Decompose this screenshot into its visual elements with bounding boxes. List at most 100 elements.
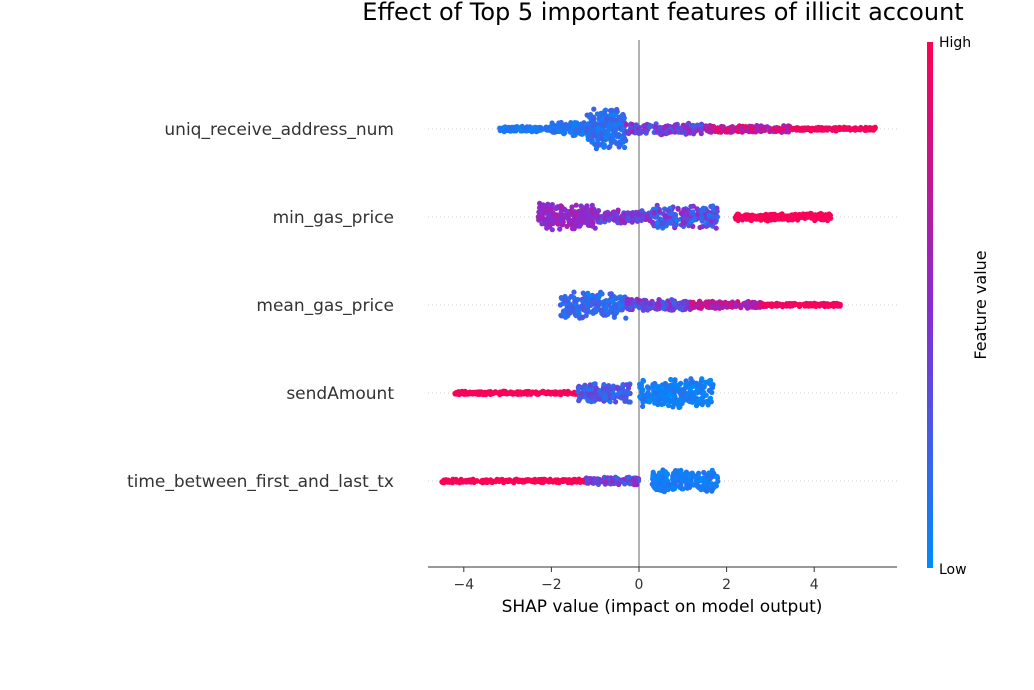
shap-point xyxy=(580,314,586,320)
shap-point xyxy=(670,404,676,410)
feature-label: mean_gas_price xyxy=(256,296,394,316)
shap-point xyxy=(678,483,684,490)
shap-point xyxy=(691,131,697,137)
colorbar xyxy=(927,42,933,568)
shap-point xyxy=(648,301,654,307)
shap-point xyxy=(822,126,828,132)
shap-point xyxy=(638,383,645,389)
shap-point xyxy=(673,475,679,481)
shap-point xyxy=(556,122,563,128)
shap-point xyxy=(450,480,456,486)
feature-label: time_between_first_and_last_tx xyxy=(127,472,394,492)
shap-point xyxy=(597,396,603,402)
shap-point xyxy=(531,126,538,132)
shap-point xyxy=(588,301,594,307)
x-axis-label: SHAP value (impact on model output) xyxy=(502,597,823,617)
shap-point xyxy=(710,213,716,219)
shap-point xyxy=(575,127,582,133)
shap-point xyxy=(608,138,615,145)
shap-point xyxy=(714,214,720,220)
shap-point xyxy=(593,389,599,395)
shap-point xyxy=(640,307,646,313)
shap-point xyxy=(786,302,792,308)
shap-point xyxy=(651,209,657,216)
shap-point xyxy=(594,142,600,148)
shap-point xyxy=(687,127,693,133)
shap-point xyxy=(549,120,555,126)
shap-point xyxy=(710,299,717,305)
shap-point xyxy=(590,297,596,303)
shap-point xyxy=(818,301,824,307)
shap-point xyxy=(654,129,660,135)
shap-point xyxy=(474,478,480,484)
shap-point xyxy=(559,222,565,228)
shap-point xyxy=(708,303,715,309)
colorbar-low-label: Low xyxy=(939,562,967,578)
feature-swarm xyxy=(497,106,878,152)
shap-point xyxy=(672,389,678,395)
shap-point xyxy=(463,478,469,484)
shap-point xyxy=(566,123,573,129)
shap-point xyxy=(856,126,863,132)
shap-point xyxy=(603,395,609,401)
shap-point xyxy=(552,218,558,224)
shap-point xyxy=(572,222,578,228)
shap-point xyxy=(573,212,580,218)
shap-point xyxy=(468,479,474,485)
shap-point xyxy=(665,208,671,214)
shap-point xyxy=(604,116,610,122)
shap-point xyxy=(623,121,629,128)
shap-point xyxy=(512,477,518,484)
shap-point xyxy=(712,482,718,488)
shap-point xyxy=(580,290,586,296)
shap-point xyxy=(614,106,620,113)
shap-point xyxy=(515,390,521,396)
shap-point xyxy=(577,479,583,485)
shap-point xyxy=(801,125,808,131)
shap-point xyxy=(708,125,714,131)
shap-point xyxy=(754,126,761,133)
shap-point xyxy=(704,472,710,478)
shap-point xyxy=(613,117,619,123)
shap-point xyxy=(743,124,749,130)
shap-point xyxy=(687,394,693,400)
shap-point xyxy=(555,391,562,397)
shap-point xyxy=(809,127,815,133)
shap-point xyxy=(627,481,633,487)
shap-point xyxy=(563,307,569,313)
shap-point xyxy=(645,213,651,219)
shap-point xyxy=(541,207,548,213)
shap-point xyxy=(525,478,531,484)
shap-point xyxy=(458,477,464,483)
shap-point xyxy=(588,476,594,482)
shap-point xyxy=(572,299,578,305)
shap-point xyxy=(598,479,604,485)
shap-point xyxy=(550,128,557,134)
shap-point xyxy=(609,478,615,484)
shap-point xyxy=(748,217,754,223)
shap-point xyxy=(652,400,658,406)
shap-point xyxy=(603,135,610,141)
shap-point xyxy=(624,382,630,388)
feature-swarm xyxy=(439,467,721,495)
shap-point xyxy=(607,216,613,222)
shap-point xyxy=(554,212,560,218)
shap-point xyxy=(585,398,592,404)
shap-point xyxy=(578,203,584,209)
shap-point xyxy=(591,115,597,121)
shap-point xyxy=(537,200,543,206)
shap-point xyxy=(698,209,704,215)
shap-point xyxy=(652,124,659,130)
shap-point xyxy=(659,385,666,391)
shap-point xyxy=(619,219,626,225)
shap-point xyxy=(488,477,494,483)
shap-point xyxy=(698,378,704,384)
shap-point xyxy=(562,124,568,130)
shap-point xyxy=(683,383,689,389)
shap-point xyxy=(629,219,635,225)
shap-point xyxy=(590,220,596,226)
shap-point xyxy=(602,215,608,222)
shap-point xyxy=(811,300,817,306)
shap-point xyxy=(640,403,646,409)
shap-point xyxy=(608,116,614,122)
